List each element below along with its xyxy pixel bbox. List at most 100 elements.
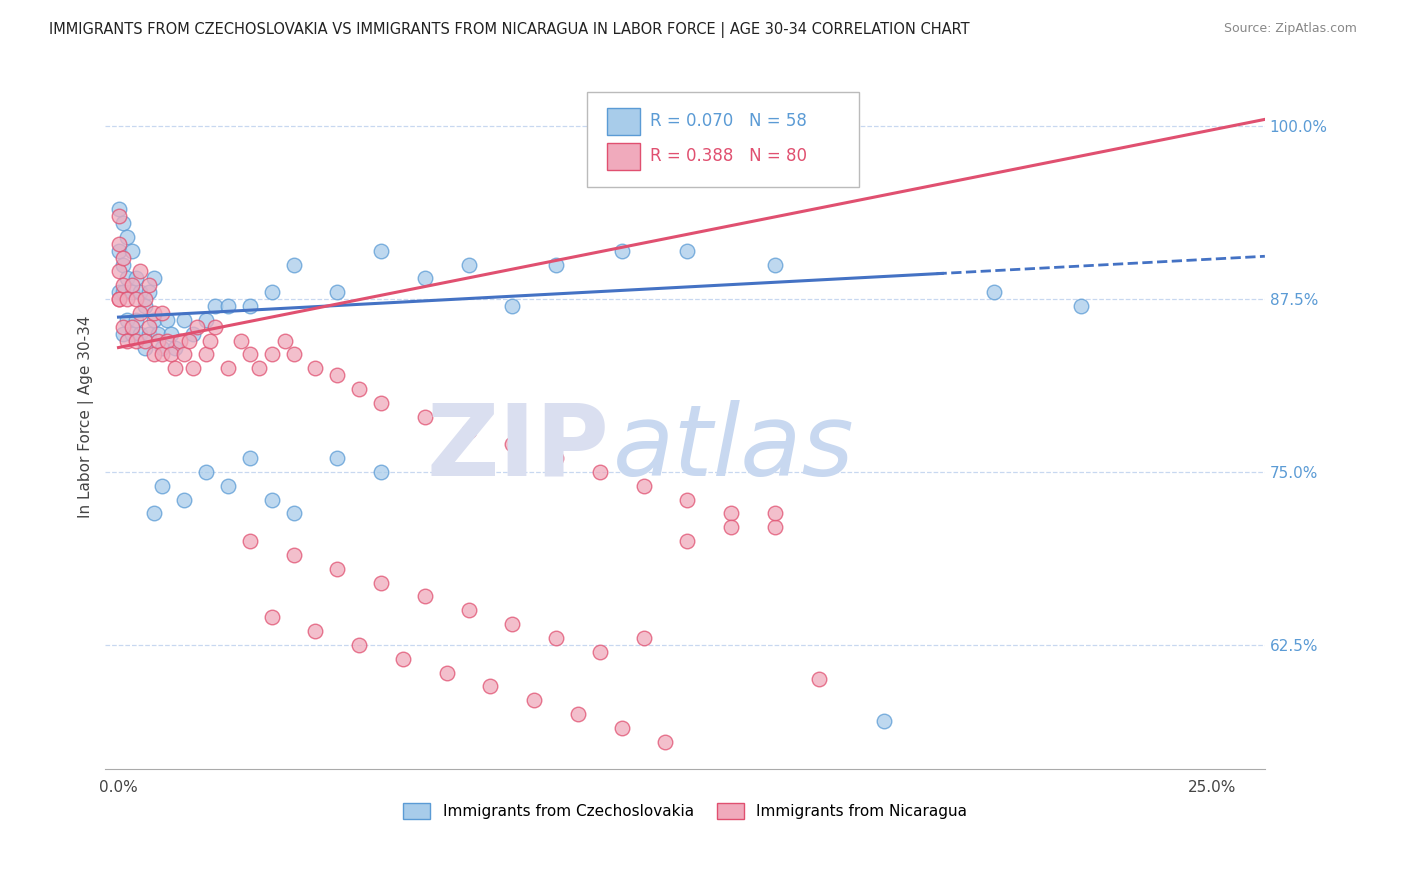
Point [229, 334, 252, 348]
Point [204, 319, 226, 334]
Point [121, 319, 143, 334]
Point [134, 334, 156, 348]
Point [204, 299, 226, 313]
Point [146, 334, 169, 348]
Point [107, 292, 129, 306]
Point [195, 465, 218, 479]
Point [763, 520, 786, 534]
Point [239, 347, 262, 361]
Point [107, 285, 129, 300]
Point [129, 326, 152, 341]
Point [134, 341, 156, 355]
FancyBboxPatch shape [586, 92, 859, 187]
Point [457, 603, 479, 617]
Point [457, 258, 479, 272]
Point [239, 451, 262, 466]
Point [347, 382, 370, 396]
Point [173, 313, 195, 327]
Point [142, 507, 165, 521]
Point [544, 258, 567, 272]
Point [111, 251, 134, 265]
Point [107, 236, 129, 251]
Point [217, 479, 239, 493]
Bar [607, 143, 640, 169]
Point [633, 631, 655, 645]
Point [121, 326, 143, 341]
Point [326, 562, 349, 576]
Point [121, 285, 143, 300]
Text: atlas: atlas [613, 400, 855, 497]
Point [107, 209, 129, 223]
Point [138, 285, 160, 300]
Point [125, 334, 148, 348]
Point [129, 264, 152, 278]
Point [676, 244, 699, 258]
Point [544, 451, 567, 466]
Point [186, 319, 208, 334]
Point [146, 326, 169, 341]
Point [125, 313, 148, 327]
Point [523, 693, 546, 707]
Point [121, 244, 143, 258]
Point [283, 548, 305, 562]
Point [654, 734, 676, 748]
Point [370, 465, 392, 479]
Point [111, 216, 134, 230]
Point [107, 202, 129, 217]
Point [589, 465, 612, 479]
Point [763, 258, 786, 272]
Point [610, 244, 633, 258]
Point [392, 651, 415, 665]
Point [173, 347, 195, 361]
Point [370, 575, 392, 590]
Point [413, 590, 436, 604]
Point [156, 334, 179, 348]
Point [129, 285, 152, 300]
Point [326, 451, 349, 466]
Y-axis label: In Labor Force | Age 30-34: In Labor Force | Age 30-34 [79, 316, 94, 518]
Point [111, 285, 134, 300]
Point [195, 347, 218, 361]
Point [283, 507, 305, 521]
Point [177, 334, 200, 348]
Point [160, 326, 183, 341]
Point [720, 520, 742, 534]
Point [283, 258, 305, 272]
Point [260, 347, 283, 361]
Point [125, 292, 148, 306]
Point [121, 278, 143, 293]
Point [165, 341, 187, 355]
Point [142, 306, 165, 320]
Point [150, 341, 173, 355]
Point [134, 299, 156, 313]
Point [501, 617, 523, 632]
Point [111, 326, 134, 341]
Point [173, 492, 195, 507]
Point [150, 479, 173, 493]
Point [413, 271, 436, 285]
Point [107, 244, 129, 258]
Point [326, 285, 349, 300]
Point [138, 319, 160, 334]
Text: R = 0.388   N = 80: R = 0.388 N = 80 [651, 147, 807, 165]
Point [125, 271, 148, 285]
Point [436, 665, 458, 680]
Point [169, 334, 191, 348]
Point [676, 534, 699, 549]
Point [134, 292, 156, 306]
Point [720, 507, 742, 521]
Point [239, 534, 262, 549]
Point [676, 492, 699, 507]
Point [260, 610, 283, 624]
Point [156, 313, 179, 327]
Text: IMMIGRANTS FROM CZECHOSLOVAKIA VS IMMIGRANTS FROM NICARAGUA IN LABOR FORCE | AGE: IMMIGRANTS FROM CZECHOSLOVAKIA VS IMMIGR… [49, 22, 970, 38]
Point [200, 334, 222, 348]
Point [763, 507, 786, 521]
Point [129, 306, 152, 320]
Point [589, 645, 612, 659]
Point [142, 271, 165, 285]
Point [413, 409, 436, 424]
Point [107, 264, 129, 278]
Point [501, 437, 523, 451]
Point [160, 347, 183, 361]
